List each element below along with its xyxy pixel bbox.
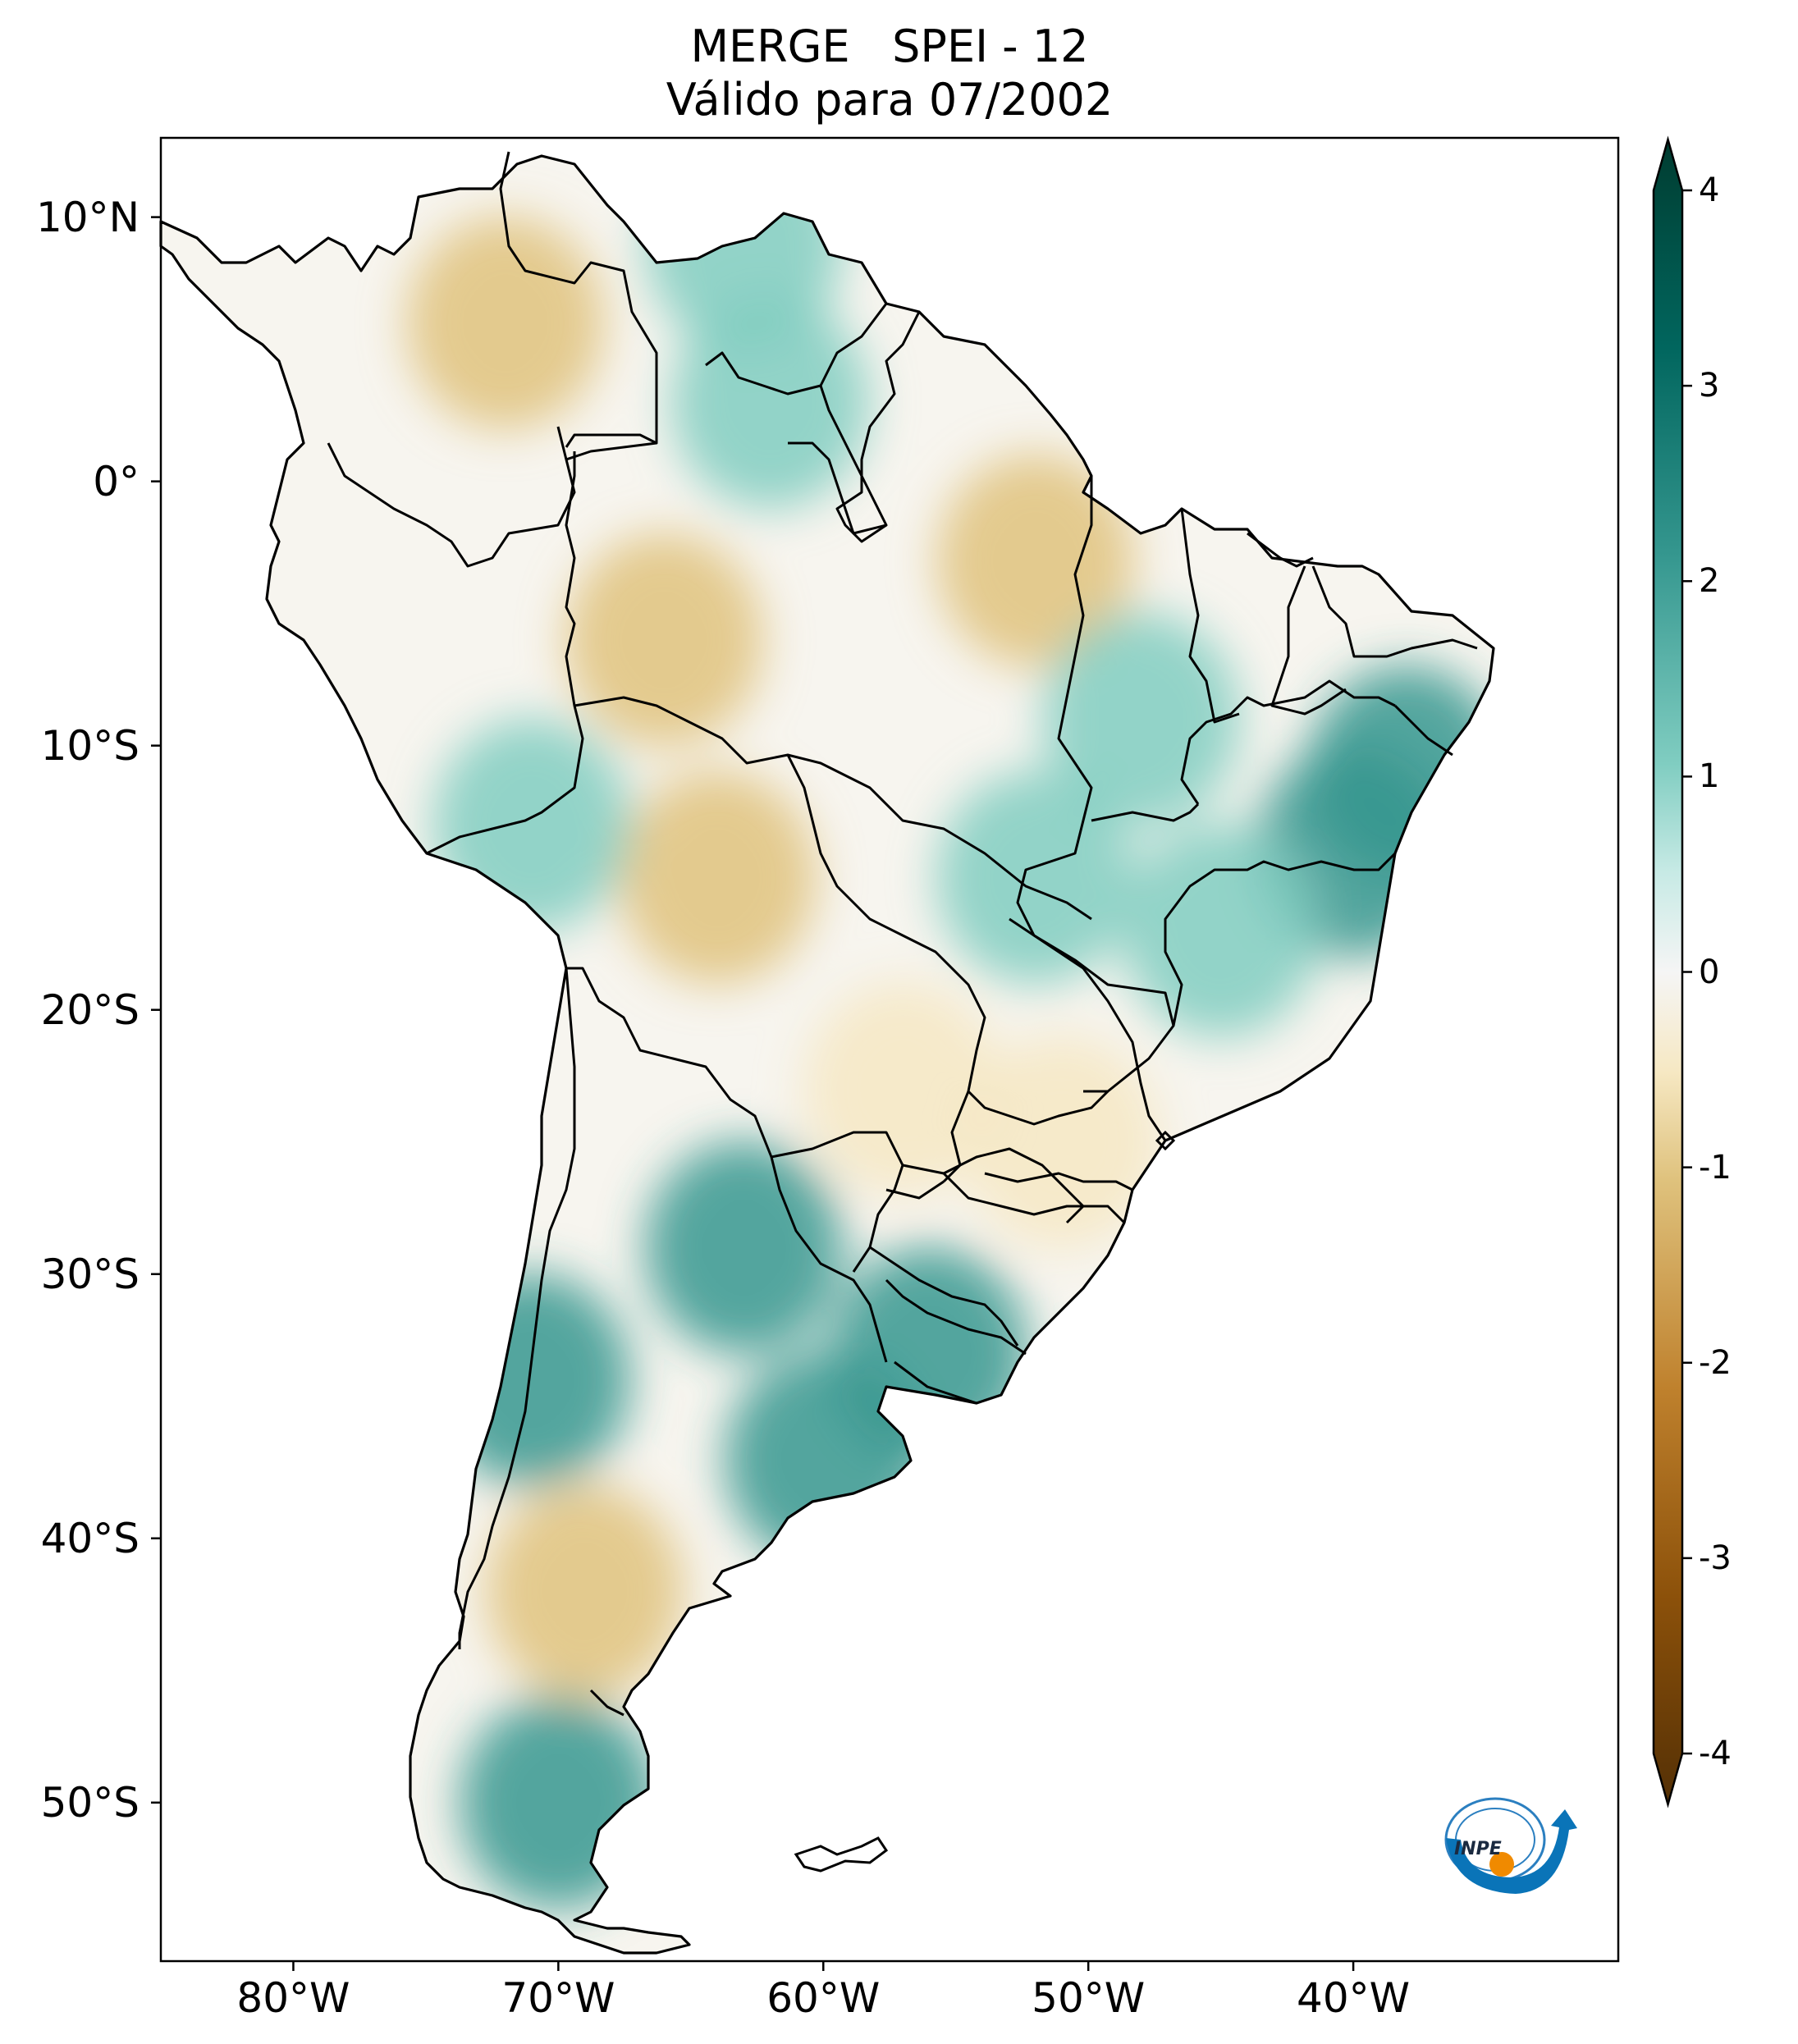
colorbar-tick-label: 4 <box>1699 171 1720 209</box>
map-frame <box>159 136 1620 1963</box>
border-line <box>1247 532 1314 568</box>
islands <box>794 1130 1176 1873</box>
colorbar-tick-label: -1 <box>1699 1148 1732 1187</box>
lon-tick-label: 60°W <box>766 1974 881 2022</box>
border-line <box>1033 934 1175 1027</box>
border-line <box>1311 565 1478 658</box>
border-line <box>786 754 986 1183</box>
svg-text:INPE: INPE <box>1454 1839 1502 1859</box>
border-line <box>984 1172 1133 1191</box>
spei-anomaly <box>565 533 763 747</box>
spei-anomaly <box>1042 612 1240 826</box>
spei-anomaly <box>936 454 1134 668</box>
spei-anomaly <box>619 771 817 985</box>
border-line <box>566 967 888 1363</box>
border-line <box>942 1172 1126 1224</box>
border-line <box>869 1246 1019 1347</box>
spei-anomaly <box>645 1141 843 1355</box>
border-line <box>894 1360 977 1405</box>
spei-anomaly <box>486 1484 684 1699</box>
colorbar <box>1652 135 1692 1809</box>
inpe-logo: INPE <box>1444 1797 1577 1894</box>
lat-tick-label: 0° <box>93 457 140 505</box>
border-line <box>1016 476 1093 936</box>
lat-tick-label: 10°S <box>40 721 140 770</box>
political-borders <box>327 151 1478 1717</box>
spei-anomaly <box>804 982 1002 1196</box>
coastline <box>159 154 1495 1955</box>
spei-anomaly <box>1122 824 1320 1038</box>
lon-tick-label: 50°W <box>1032 1974 1146 2022</box>
island-outline <box>1155 1130 1176 1151</box>
spei-anomaly <box>406 216 604 430</box>
border-line <box>1180 508 1240 724</box>
border-line <box>902 1147 1085 1224</box>
border-line <box>589 1689 624 1717</box>
spei-anomaly <box>671 295 869 510</box>
colorbar-tick-label: -2 <box>1699 1343 1732 1382</box>
lat-tick-label: 50°S <box>40 1778 140 1827</box>
map-title: MERGE SPEI - 12 <box>690 21 1089 72</box>
colorbar-tick-label: 1 <box>1699 757 1720 796</box>
colorbar-tick-label: 2 <box>1699 562 1720 601</box>
border-line <box>565 433 657 448</box>
border-line <box>1091 803 1200 822</box>
colorbar-tick-label: 0 <box>1699 953 1720 991</box>
lon-tick-label: 40°W <box>1297 1974 1411 2022</box>
lat-tick-label: 10°N <box>35 193 140 241</box>
border-line <box>1270 565 1347 716</box>
border-line <box>1009 917 1167 1141</box>
border-line <box>1180 679 1396 805</box>
border-line <box>967 1090 1109 1126</box>
lon-tick-label: 80°W <box>236 1974 350 2022</box>
island-outline <box>794 1836 889 1873</box>
border-line <box>705 303 888 396</box>
lat-tick-label: 30°S <box>40 1250 140 1298</box>
lat-tick-label: 20°S <box>40 985 140 1034</box>
border-line <box>885 1278 1027 1356</box>
spei-anomaly <box>936 771 1134 985</box>
border-line <box>1083 852 1397 1093</box>
lon-tick-label: 70°W <box>501 1974 615 2022</box>
border-line <box>1393 704 1453 757</box>
axis-ticks <box>151 216 1355 1971</box>
border-line <box>885 1180 945 1200</box>
colorbar-tick-label: -3 <box>1699 1539 1732 1577</box>
colorbar-gradient <box>1652 135 1684 1809</box>
lat-tick-label: 40°S <box>40 1514 140 1562</box>
colorbar-tick-label: 3 <box>1699 367 1720 405</box>
map-subtitle: Válido para 07/2002 <box>666 74 1114 126</box>
border-line <box>458 967 576 1649</box>
colorbar-ticks <box>1682 189 1692 1755</box>
border-line <box>574 696 1092 921</box>
border-line <box>835 311 921 543</box>
colorbar-tick-label: -4 <box>1699 1735 1732 1772</box>
